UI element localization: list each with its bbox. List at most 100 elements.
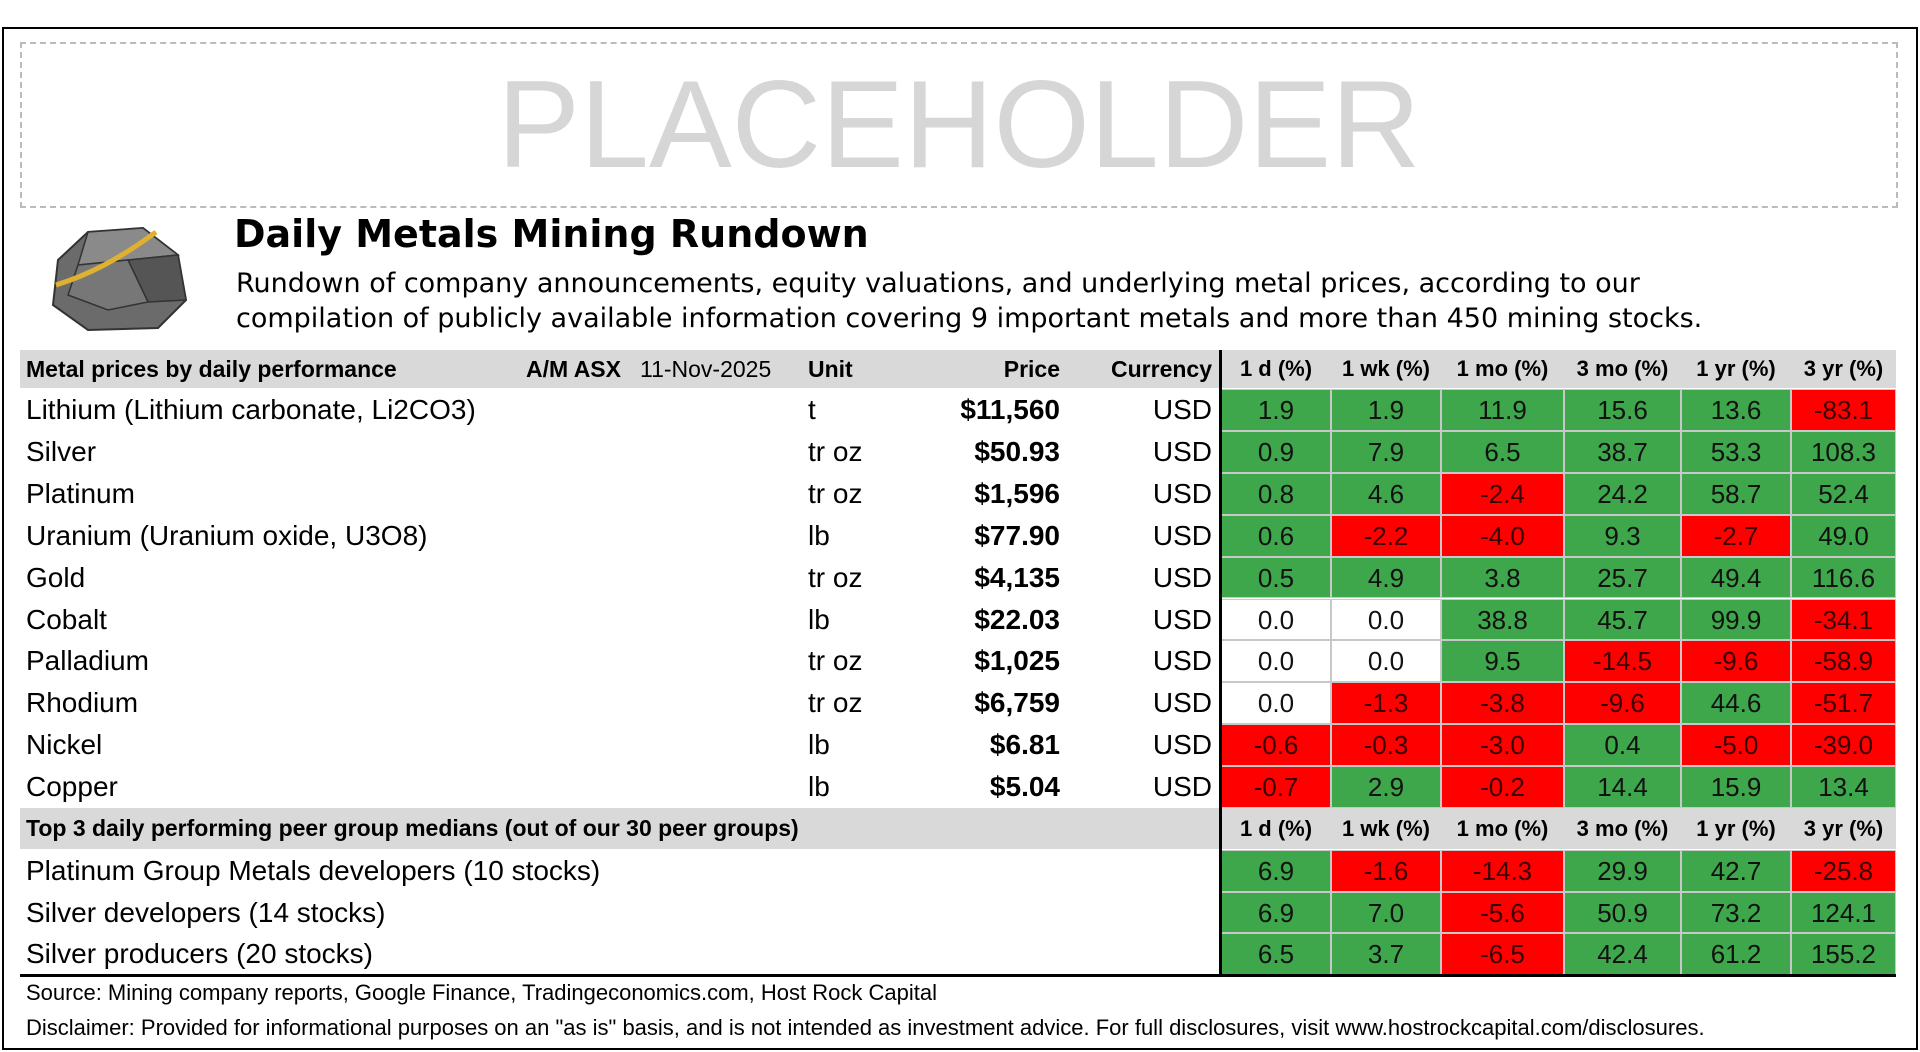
unit: tr oz — [808, 561, 863, 593]
unit: lb — [808, 519, 830, 551]
performance-cell: 45.7 — [1564, 598, 1681, 641]
performance-cell: 0.0 — [1331, 640, 1441, 683]
currency: USD — [1152, 729, 1212, 761]
performance-cell: 0.0 — [1221, 640, 1331, 683]
performance-cell: 42.7 — [1681, 850, 1791, 892]
currency: USD — [1152, 603, 1212, 635]
performance-cell: 49.4 — [1681, 556, 1791, 599]
performance-cell: 3.8 — [1441, 556, 1564, 599]
performance-cell: 0.8 — [1221, 472, 1331, 515]
performance-cell: 13.4 — [1791, 766, 1896, 808]
price: $6.81 — [989, 729, 1060, 761]
currency: USD — [1152, 519, 1212, 551]
performance-cell: 42.4 — [1564, 933, 1681, 976]
performance-cell: -0.2 — [1441, 766, 1564, 808]
period-header: 1 yr (%) — [1696, 356, 1776, 381]
period-header: 3 mo (%) — [1576, 816, 1669, 841]
performance-cell: 0.0 — [1221, 682, 1331, 725]
performance-cell: -39.0 — [1791, 724, 1896, 767]
performance-cell: -58.9 — [1791, 640, 1896, 683]
price: $22.03 — [974, 603, 1060, 635]
performance-cell: -1.6 — [1331, 850, 1441, 892]
unit: tr oz — [808, 477, 863, 509]
metal-name: Lithium (Lithium carbonate, Li2CO3) — [26, 394, 476, 425]
performance-cell: 7.0 — [1331, 891, 1441, 934]
performance-cell: 0.0 — [1331, 598, 1441, 641]
period-header: 1 mo (%) — [1456, 816, 1549, 841]
unit: lb — [808, 771, 830, 803]
metal-name: Uranium (Uranium oxide, U3O8) — [26, 519, 428, 551]
price: $1,596 — [974, 477, 1060, 509]
metal-name: Rhodium — [26, 687, 139, 719]
performance-cell: -0.3 — [1331, 724, 1441, 767]
performance-cell: -2.4 — [1441, 472, 1564, 515]
performance-cell: -4.0 — [1441, 514, 1564, 557]
performance-cell: -34.1 — [1791, 598, 1896, 641]
performance-cell: 0.5 — [1221, 556, 1331, 599]
metal-name: Palladium — [26, 645, 149, 677]
performance-cell: 6.9 — [1221, 891, 1331, 934]
header-band — [20, 350, 1896, 388]
performance-cell: 124.1 — [1791, 891, 1896, 934]
price: $5.04 — [989, 771, 1060, 803]
performance-cell: -51.7 — [1791, 682, 1896, 725]
performance-cell: 7.9 — [1331, 430, 1441, 473]
performance-cell: 49.0 — [1791, 514, 1896, 557]
performance-cell: 38.8 — [1441, 598, 1564, 641]
performance-cell: 13.6 — [1681, 389, 1791, 431]
performance-cell: 24.2 — [1564, 472, 1681, 515]
performance-cell: 14.4 — [1564, 766, 1681, 808]
performance-cell: -83.1 — [1791, 389, 1896, 431]
period-header: 3 yr (%) — [1803, 816, 1884, 841]
peer-title: Top 3 daily performing peer group median… — [26, 815, 799, 841]
metal-name: Nickel — [26, 729, 103, 761]
performance-cell: -14.5 — [1564, 640, 1681, 683]
performance-cell: 99.9 — [1681, 598, 1791, 641]
period-header: 3 yr (%) — [1803, 356, 1884, 381]
placeholder: PLACEHOLDER — [20, 42, 1898, 208]
performance-cell: 0.9 — [1221, 430, 1331, 473]
performance-cell: 15.6 — [1564, 389, 1681, 431]
title: Daily Metals Mining Rundown — [234, 212, 869, 256]
header-currency: Currency — [1111, 356, 1212, 382]
currency: USD — [1152, 645, 1212, 677]
performance-cell: 4.6 — [1331, 472, 1441, 515]
performance-cell: 50.9 — [1564, 891, 1681, 934]
price: $1,025 — [974, 645, 1060, 677]
divider — [20, 974, 1896, 977]
source: Source: Mining company reports, Google F… — [26, 980, 937, 1005]
period-header: 1 yr (%) — [1696, 816, 1776, 841]
performance-cell: 108.3 — [1791, 430, 1896, 473]
performance-cell: -9.6 — [1564, 682, 1681, 725]
performance-cell: 9.3 — [1564, 514, 1681, 557]
performance-cell: -14.3 — [1441, 850, 1564, 892]
header-title: Metal prices by daily performance — [26, 356, 397, 382]
header-unit: Unit — [808, 356, 853, 382]
period-header: 1 d (%) — [1239, 356, 1313, 381]
performance-cell: 3.7 — [1331, 933, 1441, 976]
performance-cell: -5.6 — [1441, 891, 1564, 934]
metal-name: Gold — [26, 561, 86, 593]
performance-cell: 155.2 — [1791, 933, 1896, 976]
performance-cell: -0.7 — [1221, 766, 1331, 808]
performance-cell: -25.8 — [1791, 850, 1896, 892]
period-header: 3 mo (%) — [1576, 356, 1669, 381]
divider — [1219, 350, 1222, 975]
performance-cell: -5.0 — [1681, 724, 1791, 767]
header-price: Price — [1003, 356, 1060, 382]
performance-cell: 0.0 — [1221, 598, 1331, 641]
description: compilation of publicly available inform… — [236, 303, 1703, 334]
unit: lb — [808, 603, 830, 635]
performance-cell: -0.6 — [1221, 724, 1331, 767]
performance-cell: -3.0 — [1441, 724, 1564, 767]
performance-cell: -2.7 — [1681, 514, 1791, 557]
price: $50.93 — [974, 435, 1060, 467]
price: $4,135 — [974, 561, 1060, 593]
period-header: 1 wk (%) — [1341, 816, 1431, 841]
performance-cell: -2.2 — [1331, 514, 1441, 557]
unit: tr oz — [808, 687, 863, 719]
currency: USD — [1152, 687, 1212, 719]
currency: USD — [1152, 561, 1212, 593]
price: $11,560 — [960, 394, 1060, 425]
